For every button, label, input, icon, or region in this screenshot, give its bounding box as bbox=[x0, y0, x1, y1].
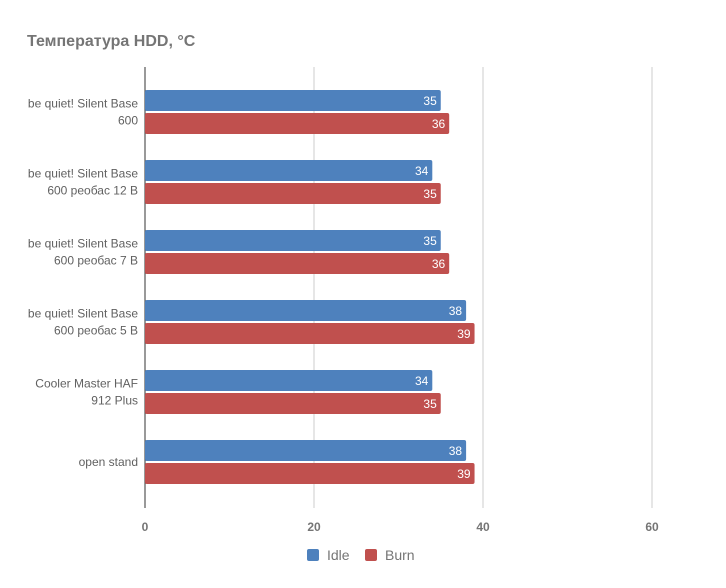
category-label: 600 реобас 12 В bbox=[47, 184, 138, 198]
bar-idle bbox=[145, 230, 441, 251]
category-label: be quiet! Silent Base bbox=[28, 167, 138, 181]
data-label: 39 bbox=[457, 327, 471, 341]
category-label: be quiet! Silent Base bbox=[28, 97, 138, 111]
category-label: 600 реобас 7 В bbox=[54, 254, 138, 268]
x-tick-label: 60 bbox=[645, 520, 659, 534]
data-label: 35 bbox=[423, 234, 437, 248]
chart-title: Температура HDD, °C bbox=[27, 33, 196, 50]
category-label: open stand bbox=[79, 455, 138, 469]
x-tick-label: 20 bbox=[307, 520, 321, 534]
bar-burn bbox=[145, 323, 475, 344]
x-tick-label: 0 bbox=[142, 520, 149, 534]
data-label: 39 bbox=[457, 467, 471, 481]
data-label: 35 bbox=[423, 187, 437, 201]
data-label: 34 bbox=[415, 164, 429, 178]
category-label: 600 реобас 5 В bbox=[54, 324, 138, 338]
data-label: 35 bbox=[423, 94, 437, 108]
legend-label: Burn bbox=[385, 547, 415, 563]
bar-idle bbox=[145, 90, 441, 111]
category-label: 912 Plus bbox=[91, 394, 138, 408]
bar-burn bbox=[145, 463, 475, 484]
legend-swatch-idle bbox=[307, 549, 319, 561]
data-label: 36 bbox=[432, 257, 446, 271]
bar-idle bbox=[145, 160, 433, 181]
category-label: Cooler Master HAF bbox=[35, 377, 138, 391]
category-label: be quiet! Silent Base bbox=[28, 237, 138, 251]
bar-idle bbox=[145, 300, 467, 321]
bar-burn bbox=[145, 393, 441, 414]
data-label: 34 bbox=[415, 374, 429, 388]
legend-label: Idle bbox=[327, 547, 350, 563]
bar-idle bbox=[145, 440, 467, 461]
bar-burn bbox=[145, 113, 450, 134]
data-label: 35 bbox=[423, 397, 437, 411]
bar-burn bbox=[145, 183, 441, 204]
data-label: 38 bbox=[449, 444, 463, 458]
data-label: 38 bbox=[449, 304, 463, 318]
bar-burn bbox=[145, 253, 450, 274]
bar-idle bbox=[145, 370, 433, 391]
category-label: 600 bbox=[118, 114, 138, 128]
category-label: be quiet! Silent Base bbox=[28, 307, 138, 321]
data-label: 36 bbox=[432, 117, 446, 131]
x-tick-label: 40 bbox=[476, 520, 490, 534]
legend-swatch-burn bbox=[365, 549, 377, 561]
